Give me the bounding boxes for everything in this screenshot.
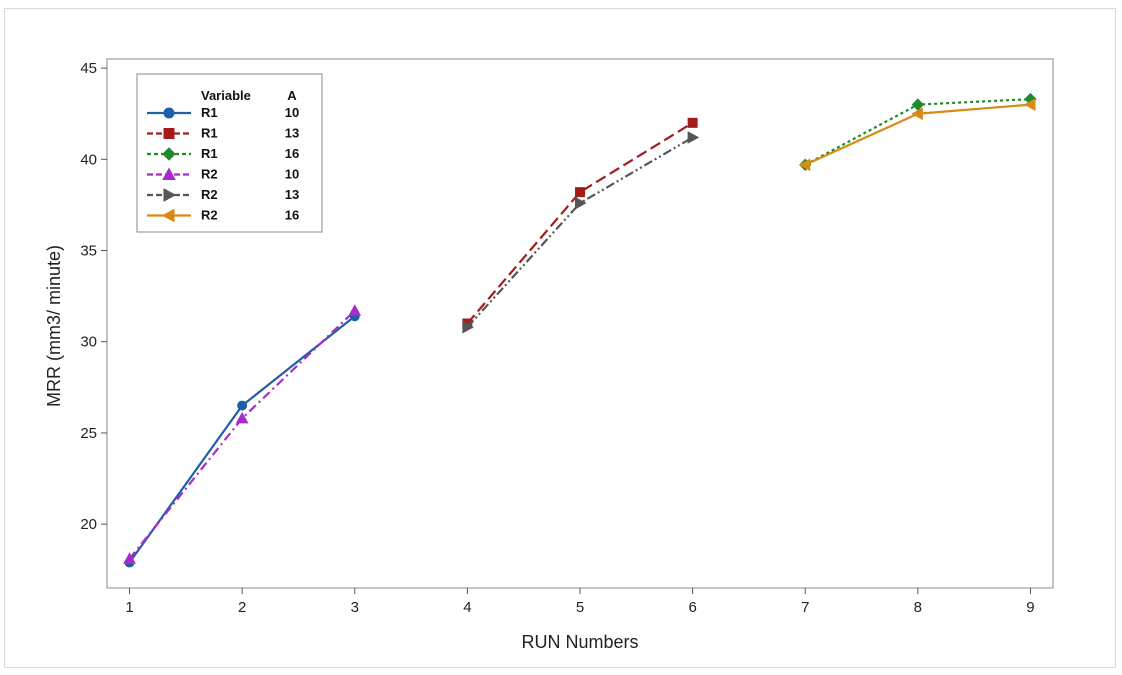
- legend-label-variable: R2: [201, 208, 218, 223]
- legend-label-a: 16: [285, 208, 299, 223]
- legend-label-a: 16: [285, 146, 299, 161]
- legend-label-variable: R2: [201, 187, 218, 202]
- legend-entries: R1 10 R1 13 R1 16 R2 10 R2 13 R2 16: [147, 105, 299, 223]
- x-tick-label: 1: [125, 599, 133, 616]
- y-tick-label: 20: [80, 516, 97, 533]
- series-line-r2-13: [466, 136, 694, 328]
- data-point: [911, 107, 923, 121]
- x-tick-label: 9: [1026, 599, 1034, 616]
- legend-label-variable: R2: [201, 167, 218, 182]
- legend-label-variable: R1: [201, 105, 218, 120]
- legend-marker: [162, 147, 176, 161]
- x-axis-title: RUN Numbers: [521, 632, 638, 652]
- y-tick-label: 45: [80, 60, 97, 77]
- data-point: [575, 187, 585, 198]
- legend-label-a: 13: [285, 126, 299, 141]
- legend-header-a: A: [287, 88, 297, 103]
- data-point: [687, 117, 698, 128]
- data-point: [1023, 98, 1036, 111]
- data-point: [575, 196, 587, 210]
- legend-marker: [161, 208, 175, 223]
- legend-label-variable: R1: [201, 126, 218, 141]
- x-tick-label: 8: [914, 599, 922, 616]
- legend-marker: [162, 167, 176, 180]
- x-tick-label: 4: [463, 599, 471, 616]
- series-line-r1-13: [466, 121, 694, 325]
- x-tick-label: 7: [801, 599, 809, 616]
- y-tick-label: 30: [80, 334, 97, 351]
- data-point: [687, 131, 700, 144]
- data-point: [798, 158, 811, 172]
- data-point: [462, 320, 474, 334]
- data-point: [237, 400, 248, 411]
- legend-label-a: 10: [285, 167, 299, 182]
- series-layer: [123, 92, 1037, 568]
- x-tick-label: 2: [238, 599, 246, 616]
- legend-marker: [163, 107, 175, 119]
- legend-label-variable: R1: [201, 146, 218, 161]
- legend-header-variable: Variable: [201, 88, 251, 103]
- data-point: [235, 411, 249, 424]
- series-line-r1-10: [128, 315, 356, 564]
- y-axis-title: MRR (mm3/ minute): [44, 245, 64, 407]
- legend: Variable A R1 10 R1 13 R1 16 R2 10 R2 13 R2 16: [136, 73, 323, 233]
- y-tick-label: 35: [80, 243, 97, 260]
- legend-marker: [163, 188, 177, 202]
- x-axis: 1 2 3 4 5 6 7 8 9: [125, 588, 1035, 616]
- y-tick-label: 25: [80, 425, 97, 442]
- legend-label-a: 10: [285, 105, 299, 120]
- data-point: [123, 552, 136, 564]
- legend-label-a: 13: [285, 187, 299, 202]
- x-tick-label: 3: [351, 599, 359, 616]
- y-tick-label: 40: [80, 151, 97, 168]
- x-tick-label: 5: [576, 599, 584, 616]
- data-point: [911, 98, 925, 111]
- series-line-r2-10: [128, 309, 356, 560]
- legend-marker: [163, 128, 175, 139]
- data-point: [348, 304, 362, 316]
- y-axis: 20 25 30 35 40 45: [80, 60, 107, 533]
- x-tick-label: 6: [688, 599, 696, 616]
